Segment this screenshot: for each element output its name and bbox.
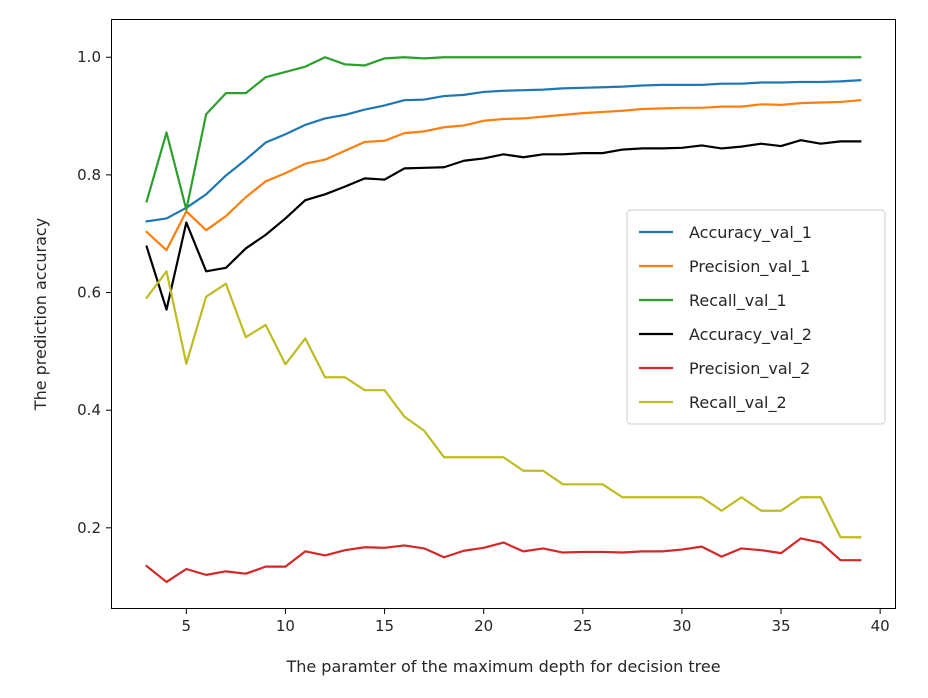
series-line-accuracy-val-1 bbox=[145, 79, 862, 223]
y-tick-label: 0.4 bbox=[77, 401, 101, 419]
x-tick-label: 5 bbox=[182, 617, 192, 635]
y-tick-label: 1.0 bbox=[77, 48, 101, 66]
legend: Accuracy_val_1 Precision_val_1 Recall_val_… bbox=[626, 209, 886, 425]
legend-label: Accuracy_val_2 bbox=[689, 325, 812, 345]
legend-label: Recall_val_1 bbox=[689, 291, 787, 311]
series-line-precision-val-2 bbox=[145, 537, 862, 584]
x-tick-label: 40 bbox=[871, 617, 890, 635]
x-tick-label: 20 bbox=[474, 617, 493, 635]
series-line-recall-val-1 bbox=[145, 56, 862, 211]
y-axis: 0.2 0.4 0.6 0.8 1.0 bbox=[77, 48, 111, 537]
x-tick-label: 35 bbox=[771, 617, 790, 635]
y-tick-label: 0.6 bbox=[77, 284, 101, 302]
legend-label: Precision_val_2 bbox=[689, 359, 810, 379]
x-tick-label: 15 bbox=[375, 617, 394, 635]
legend-label: Accuracy_val_1 bbox=[689, 223, 812, 243]
legend-label: Precision_val_1 bbox=[689, 257, 810, 277]
y-axis-label: The prediction accuracy bbox=[31, 218, 50, 411]
series-line-precision-val-1 bbox=[145, 98, 862, 252]
plot-frame bbox=[111, 19, 896, 609]
legend-box bbox=[626, 209, 886, 425]
x-tick-label: 30 bbox=[672, 617, 691, 635]
series-layer bbox=[145, 56, 862, 584]
x-tick-label: 25 bbox=[573, 617, 592, 635]
x-axis-label: The paramter of the maximum depth for de… bbox=[285, 657, 720, 676]
series-line-accuracy-val-2 bbox=[145, 139, 862, 311]
x-axis: 5 10 15 20 25 30 35 40 bbox=[182, 609, 890, 635]
y-tick-label: 0.8 bbox=[77, 166, 101, 184]
y-tick-label: 0.2 bbox=[77, 519, 101, 537]
series-line-recall-val-2 bbox=[145, 270, 862, 539]
x-tick-label: 10 bbox=[276, 617, 295, 635]
legend-label: Recall_val_2 bbox=[689, 393, 787, 413]
